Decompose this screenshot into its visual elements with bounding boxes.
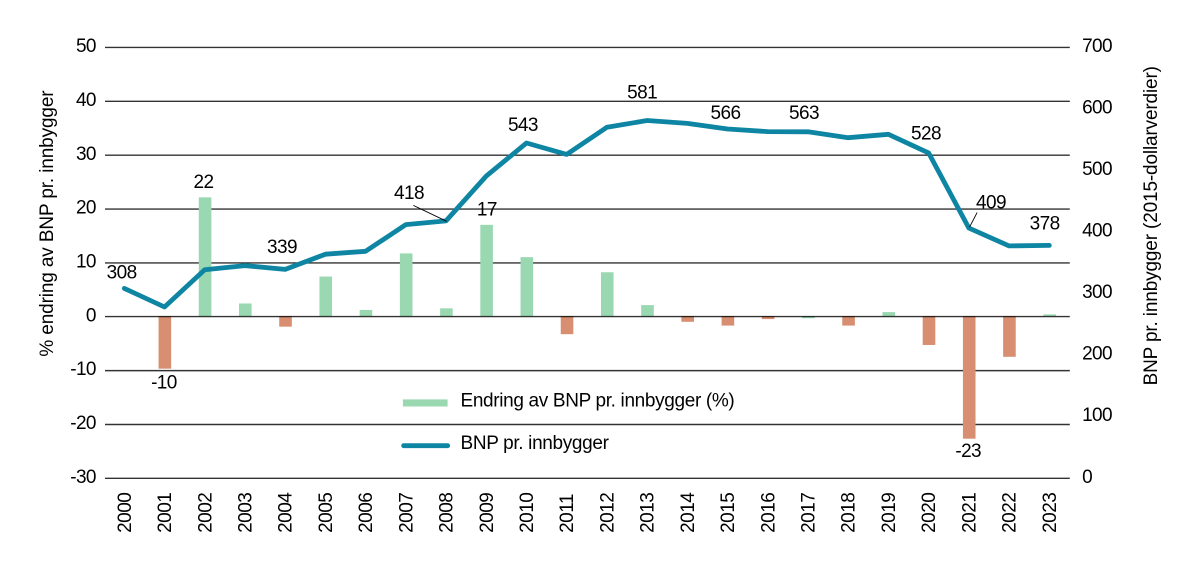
- svg-text:0: 0: [1082, 467, 1092, 488]
- svg-text:2004: 2004: [276, 492, 297, 533]
- svg-text:50: 50: [76, 36, 96, 57]
- svg-text:2017: 2017: [799, 493, 820, 533]
- svg-text:2018: 2018: [839, 493, 860, 533]
- svg-text:339: 339: [267, 237, 297, 258]
- svg-text:500: 500: [1082, 159, 1112, 180]
- svg-text:600: 600: [1082, 97, 1112, 118]
- svg-text:20: 20: [76, 198, 96, 219]
- svg-text:409: 409: [976, 192, 1006, 213]
- svg-text:2020: 2020: [919, 493, 940, 533]
- svg-text:418: 418: [394, 183, 424, 204]
- svg-text:2011: 2011: [557, 494, 578, 533]
- svg-text:2002: 2002: [195, 493, 216, 533]
- svg-text:2003: 2003: [236, 493, 257, 533]
- svg-text:% endring av BNP pr. innbygger: % endring av BNP pr. innbygger: [37, 90, 58, 357]
- svg-text:10: 10: [76, 252, 96, 273]
- svg-text:-23: -23: [955, 441, 981, 462]
- svg-text:0: 0: [86, 305, 96, 326]
- svg-text:2010: 2010: [517, 493, 538, 533]
- svg-text:300: 300: [1082, 282, 1112, 303]
- svg-text:BNP pr. innbygger: BNP pr. innbygger: [461, 433, 610, 454]
- svg-text:400: 400: [1082, 221, 1112, 242]
- svg-text:-20: -20: [70, 413, 96, 434]
- svg-text:2019: 2019: [879, 493, 900, 533]
- svg-text:2005: 2005: [316, 493, 337, 533]
- svg-text:200: 200: [1082, 344, 1112, 365]
- svg-text:581: 581: [627, 82, 657, 103]
- svg-text:2012: 2012: [597, 493, 618, 533]
- svg-text:17: 17: [477, 199, 497, 220]
- svg-text:2022: 2022: [1000, 493, 1021, 533]
- svg-text:BNP pr. innbygger (2015-dollar: BNP pr. innbygger (2015-dollarverdier): [1141, 66, 1162, 385]
- svg-text:2007: 2007: [396, 493, 417, 533]
- svg-text:Endring av BNP pr. innbygger (: Endring av BNP pr. innbygger (%): [461, 391, 735, 412]
- svg-text:528: 528: [911, 123, 941, 144]
- svg-text:700: 700: [1082, 36, 1112, 57]
- svg-text:2016: 2016: [758, 493, 779, 533]
- svg-text:-10: -10: [70, 359, 96, 380]
- svg-text:378: 378: [1030, 214, 1060, 235]
- svg-text:2009: 2009: [477, 493, 498, 533]
- svg-text:2001: 2001: [155, 493, 176, 533]
- svg-text:2023: 2023: [1040, 493, 1061, 533]
- svg-text:2014: 2014: [678, 492, 699, 533]
- svg-text:22: 22: [194, 172, 214, 193]
- svg-text:2013: 2013: [638, 493, 659, 533]
- svg-text:30: 30: [76, 144, 96, 165]
- svg-text:2006: 2006: [356, 493, 377, 533]
- svg-text:2021: 2021: [959, 493, 980, 533]
- svg-text:2008: 2008: [437, 493, 458, 533]
- svg-text:100: 100: [1082, 405, 1112, 426]
- svg-text:2015: 2015: [718, 493, 739, 533]
- svg-text:543: 543: [508, 115, 538, 136]
- svg-text:2000: 2000: [115, 493, 136, 533]
- svg-text:308: 308: [107, 263, 137, 284]
- svg-text:40: 40: [76, 90, 96, 111]
- svg-text:566: 566: [711, 103, 741, 124]
- svg-text:563: 563: [789, 103, 819, 124]
- svg-text:-30: -30: [70, 467, 96, 488]
- svg-text:-10: -10: [151, 373, 177, 394]
